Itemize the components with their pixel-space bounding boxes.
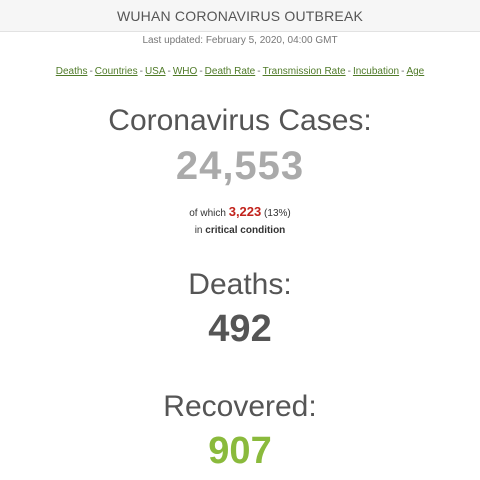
critical-condition-label: critical condition: [205, 225, 286, 236]
nav-link-death-rate[interactable]: Death Rate: [204, 66, 256, 77]
deaths-count: 492: [208, 308, 272, 350]
nav-separator: -: [257, 66, 261, 77]
critical-condition-line: in critical condition: [0, 225, 480, 236]
nav-link-age[interactable]: Age: [406, 66, 425, 77]
nav-separator: -: [89, 66, 93, 77]
nav-separator: -: [401, 66, 405, 77]
page-title: WUHAN CORONAVIRUS OUTBREAK: [116, 8, 364, 24]
nav-separator: -: [139, 66, 143, 77]
critical-count: 3,223: [228, 204, 262, 219]
nav-link-usa[interactable]: USA: [144, 66, 166, 77]
nav-links: Deaths - Countries - USA - WHO - Death Rate - Tran…: [0, 66, 480, 77]
critical-count-line: of which 3,223 (13%): [0, 204, 480, 219]
nav-separator: -: [347, 66, 351, 77]
nav-separator: -: [199, 66, 203, 77]
deaths-label: Deaths:: [188, 268, 292, 301]
critical-suffix-prefix: in: [194, 225, 203, 236]
cases-count: 24,553: [175, 144, 305, 188]
nav-link-incubation[interactable]: Incubation: [352, 66, 400, 77]
nav-link-transmission-rate[interactable]: Transmission Rate: [262, 66, 346, 77]
nav-link-who[interactable]: WHO: [172, 66, 198, 77]
cases-label: Coronavirus Cases:: [108, 104, 372, 137]
recovered-label: Recovered:: [163, 390, 317, 423]
critical-percent: (13%): [264, 208, 291, 219]
critical-prefix: of which: [189, 208, 226, 219]
last-updated-text: Last updated: February 5, 2020, 04:00 GM…: [142, 35, 338, 46]
nav-link-deaths[interactable]: Deaths: [55, 66, 88, 77]
recovered-count: 907: [208, 430, 272, 472]
header-bar: WUHAN CORONAVIRUS OUTBREAK: [0, 0, 480, 32]
nav-separator: -: [167, 66, 171, 77]
nav-link-countries[interactable]: Countries: [94, 66, 138, 77]
